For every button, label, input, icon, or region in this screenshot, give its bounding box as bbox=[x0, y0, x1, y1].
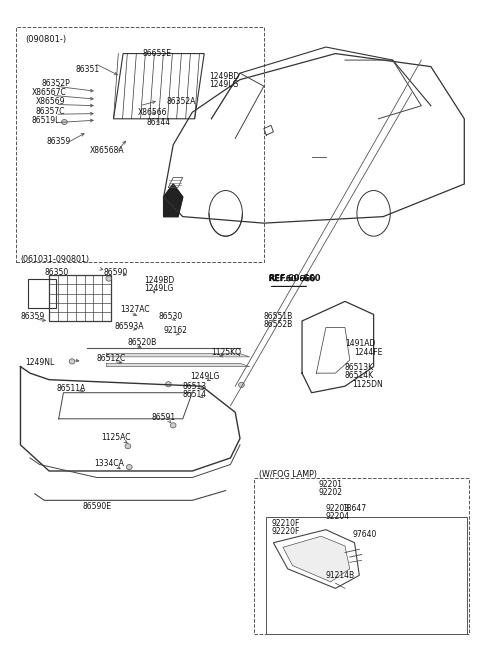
Text: 86513: 86513 bbox=[183, 382, 207, 391]
Text: 86514K: 86514K bbox=[345, 371, 374, 380]
Text: (W/FOG LAMP): (W/FOG LAMP) bbox=[259, 470, 317, 479]
Text: 86530: 86530 bbox=[159, 312, 183, 321]
Text: 97640: 97640 bbox=[352, 531, 376, 540]
Ellipse shape bbox=[61, 119, 67, 124]
Text: 86519L: 86519L bbox=[32, 116, 60, 124]
Text: 86590: 86590 bbox=[104, 268, 128, 276]
Text: 86359: 86359 bbox=[47, 136, 71, 145]
Ellipse shape bbox=[69, 359, 75, 364]
Text: 86551B: 86551B bbox=[264, 312, 293, 321]
Text: X86569: X86569 bbox=[36, 98, 65, 106]
Text: (061031-090801): (061031-090801) bbox=[21, 255, 90, 263]
Text: 92210F: 92210F bbox=[271, 519, 300, 529]
Text: 18647: 18647 bbox=[343, 504, 367, 513]
Text: 1334CA: 1334CA bbox=[95, 458, 124, 468]
Text: 86590E: 86590E bbox=[83, 502, 111, 512]
Text: 86511A: 86511A bbox=[56, 384, 85, 393]
Ellipse shape bbox=[166, 382, 171, 387]
Text: X86566: X86566 bbox=[137, 108, 167, 117]
Text: 1327AC: 1327AC bbox=[120, 305, 150, 314]
Text: 1125KQ: 1125KQ bbox=[211, 348, 241, 357]
Text: 86512C: 86512C bbox=[97, 354, 126, 364]
Ellipse shape bbox=[125, 443, 131, 449]
Text: 86593A: 86593A bbox=[115, 322, 144, 331]
Text: X86568A: X86568A bbox=[90, 145, 124, 155]
Ellipse shape bbox=[170, 422, 176, 428]
Text: 92201: 92201 bbox=[319, 480, 343, 489]
Text: 1125AC: 1125AC bbox=[102, 433, 131, 441]
Text: 86357C: 86357C bbox=[36, 107, 65, 115]
Text: 1125DN: 1125DN bbox=[352, 381, 383, 390]
Text: 86352A: 86352A bbox=[166, 97, 195, 105]
Polygon shape bbox=[107, 364, 250, 367]
Text: 86591: 86591 bbox=[152, 413, 176, 422]
Text: 1249LG: 1249LG bbox=[144, 284, 174, 293]
Text: 86350: 86350 bbox=[44, 268, 69, 276]
Text: 1249BD: 1249BD bbox=[144, 276, 175, 285]
Text: 1249NL: 1249NL bbox=[25, 358, 55, 367]
Ellipse shape bbox=[239, 383, 244, 388]
Text: 86359: 86359 bbox=[21, 312, 45, 321]
Text: 86352P: 86352P bbox=[42, 79, 71, 88]
Text: 86655E: 86655E bbox=[142, 49, 171, 58]
Text: REF.60-660: REF.60-660 bbox=[269, 274, 315, 283]
Text: 92220F: 92220F bbox=[271, 527, 300, 536]
Text: 92203: 92203 bbox=[326, 504, 350, 513]
Text: 91214B: 91214B bbox=[326, 571, 355, 580]
Text: 86144: 86144 bbox=[147, 118, 171, 126]
Text: 92202: 92202 bbox=[319, 488, 343, 497]
Text: 1249BD: 1249BD bbox=[209, 72, 239, 81]
Text: 1249LG: 1249LG bbox=[190, 372, 219, 381]
Ellipse shape bbox=[106, 276, 112, 281]
Polygon shape bbox=[107, 354, 250, 357]
Text: 1249LG: 1249LG bbox=[209, 80, 239, 89]
Text: REF.60-660: REF.60-660 bbox=[269, 274, 321, 283]
Text: X86567C: X86567C bbox=[32, 88, 66, 97]
Text: 92162: 92162 bbox=[164, 326, 188, 335]
Text: 86552B: 86552B bbox=[264, 320, 293, 329]
Text: 86520B: 86520B bbox=[128, 338, 157, 347]
Polygon shape bbox=[283, 536, 350, 582]
Text: 86514: 86514 bbox=[183, 390, 207, 399]
Text: 86351: 86351 bbox=[75, 66, 99, 75]
Text: (090801-): (090801-) bbox=[25, 35, 66, 44]
Text: 86513K: 86513K bbox=[345, 363, 374, 372]
Bar bbox=[49, 275, 111, 321]
Polygon shape bbox=[164, 184, 183, 217]
Text: 92204: 92204 bbox=[326, 512, 350, 521]
Text: 1244FE: 1244FE bbox=[355, 348, 383, 357]
Ellipse shape bbox=[126, 464, 132, 470]
Text: 1491AD: 1491AD bbox=[345, 339, 375, 348]
